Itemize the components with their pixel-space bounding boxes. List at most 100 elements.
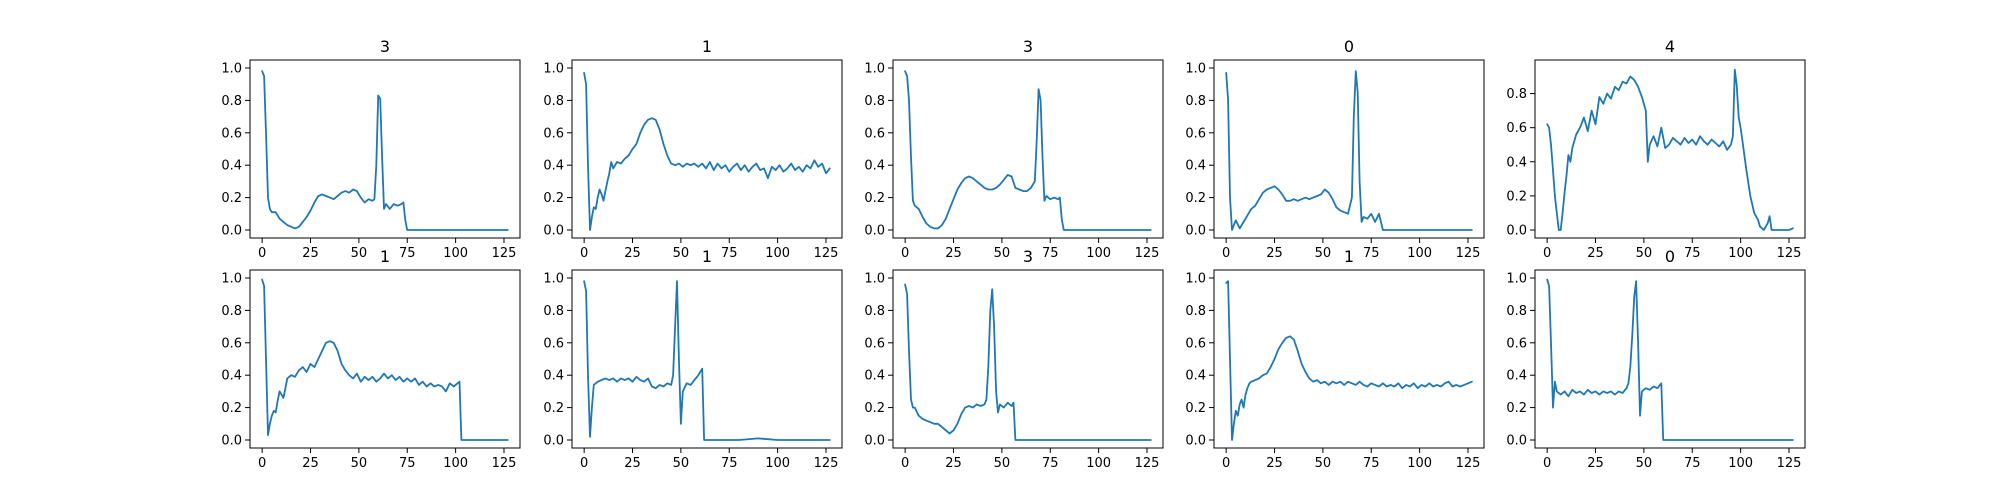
subplot-title: 1 (1344, 247, 1354, 266)
y-tick-label: 0.2 (221, 191, 242, 206)
y-tick-label: 0.8 (543, 94, 564, 109)
y-tick-label: 0.2 (221, 401, 242, 416)
y-tick-label: 0.8 (221, 94, 242, 109)
x-tick-label: 0 (1543, 246, 1551, 261)
axes-frame (1213, 269, 1485, 449)
x-tick-label: 75 (1684, 456, 1701, 471)
subplot-1: 3 0 25 50 75 100 125 0.0 0.2 0.4 0.6 0.8 1.0 (221, 37, 521, 261)
series-line (1225, 280, 1473, 441)
x-tick-label: 0 (258, 246, 266, 261)
subplot-10: 0 0 25 50 75 100 125 0.0 0.2 0.4 0.6 0.8 1.0 (1506, 247, 1806, 471)
x-tick-label: 25 (302, 246, 319, 261)
x-tick-label: 25 (945, 246, 962, 261)
x-tick-label: 25 (945, 456, 962, 471)
x-tick-label: 25 (1587, 246, 1604, 261)
y-tick-label: 0.0 (221, 223, 242, 238)
x-tick-label: 75 (721, 246, 738, 261)
y-tick-label: 0.6 (1506, 336, 1527, 351)
x-tick-label: 25 (1266, 456, 1283, 471)
axes-frame (571, 269, 843, 449)
x-tick-label: 50 (1636, 246, 1653, 261)
y-tick-label: 0.8 (864, 94, 885, 109)
subplot-title: 4 (1665, 37, 1675, 56)
y-tick-label: 0.0 (543, 223, 564, 238)
x-tick-label: 100 (1086, 456, 1111, 471)
x-tick-label: 75 (1363, 246, 1380, 261)
subplot-title: 1 (702, 247, 712, 266)
y-tick-label: 1.0 (864, 272, 885, 287)
x-tick-label: 125 (814, 456, 839, 471)
x-tick-label: 50 (1636, 456, 1653, 471)
x-tick-label: 0 (1543, 456, 1551, 471)
x-tick-label: 100 (1086, 246, 1111, 261)
y-tick-label: 1.0 (1185, 62, 1206, 77)
x-tick-label: 100 (765, 246, 790, 261)
x-tick-label: 0 (1222, 456, 1230, 471)
y-tick-label: 0.4 (864, 369, 885, 384)
x-tick-label: 75 (1684, 246, 1701, 261)
x-tick-label: 125 (1777, 456, 1802, 471)
y-tick-label: 0.8 (221, 304, 242, 319)
x-tick-label: 0 (580, 456, 588, 471)
x-tick-label: 50 (673, 246, 690, 261)
y-tick-label: 0.8 (543, 304, 564, 319)
y-tick-label: 0.4 (1185, 159, 1206, 174)
y-tick-label: 0.2 (543, 401, 564, 416)
y-tick-label: 0.8 (864, 304, 885, 319)
y-tick-label: 0.0 (864, 433, 885, 448)
x-tick-label: 25 (302, 456, 319, 471)
y-tick-label: 0.8 (1185, 94, 1206, 109)
subplot-2: 1 0 25 50 75 100 125 0.0 0.2 0.4 0.6 0.8 1.0 (543, 37, 843, 261)
y-tick-label: 1.0 (1506, 272, 1527, 287)
y-tick-label: 0.4 (543, 159, 564, 174)
x-tick-label: 75 (1363, 456, 1380, 471)
y-tick-label: 0.0 (1185, 433, 1206, 448)
y-tick-label: 0.6 (1185, 336, 1206, 351)
y-tick-label: 0.4 (221, 369, 242, 384)
y-tick-label: 0.0 (543, 433, 564, 448)
y-tick-label: 0.0 (1506, 223, 1527, 238)
x-tick-label: 125 (492, 456, 517, 471)
x-tick-label: 100 (765, 456, 790, 471)
subplot-title: 1 (380, 247, 390, 266)
y-tick-label: 0.2 (1185, 191, 1206, 206)
x-tick-label: 0 (258, 456, 266, 471)
subplot-3: 3 0 25 50 75 100 125 0.0 0.2 0.4 0.6 0.8 1.0 (864, 37, 1164, 261)
x-tick-label: 25 (1266, 246, 1283, 261)
x-tick-label: 0 (1222, 246, 1230, 261)
x-tick-label: 125 (1135, 246, 1160, 261)
axes-frame (249, 269, 521, 449)
axes-frame (571, 59, 843, 239)
subplot-6: 1 0 25 50 75 100 125 0.0 0.2 0.4 0.6 0.8 1.0 (221, 247, 521, 471)
x-tick-label: 0 (901, 246, 909, 261)
y-tick-label: 0.2 (1506, 189, 1527, 204)
y-tick-label: 1.0 (1185, 272, 1206, 287)
x-tick-label: 50 (351, 456, 368, 471)
subplot-title: 3 (1023, 247, 1033, 266)
x-tick-label: 125 (1135, 456, 1160, 471)
y-tick-label: 0.6 (864, 336, 885, 351)
series-line (261, 70, 509, 231)
subplot-4: 0 0 25 50 75 100 125 0.0 0.2 0.4 0.6 0.8 1.0 (1185, 37, 1485, 261)
y-tick-label: 0.8 (1185, 304, 1206, 319)
subplot-title: 0 (1344, 37, 1354, 56)
x-tick-label: 125 (1456, 456, 1481, 471)
y-tick-label: 0.0 (221, 433, 242, 448)
y-tick-label: 1.0 (864, 62, 885, 77)
x-tick-label: 25 (624, 456, 641, 471)
series-line (1225, 70, 1473, 231)
y-tick-label: 0.6 (543, 336, 564, 351)
x-tick-label: 75 (1042, 246, 1059, 261)
y-tick-label: 1.0 (543, 62, 564, 77)
x-tick-label: 125 (814, 246, 839, 261)
axes-frame (1534, 269, 1806, 449)
series-line (904, 70, 1152, 231)
axes-frame (892, 59, 1164, 239)
y-tick-label: 0.4 (864, 159, 885, 174)
series-line (904, 283, 1152, 441)
y-tick-label: 0.4 (543, 369, 564, 384)
y-tick-label: 0.8 (1506, 304, 1527, 319)
x-tick-label: 125 (1777, 246, 1802, 261)
y-tick-label: 0.2 (543, 191, 564, 206)
x-tick-label: 100 (443, 456, 468, 471)
